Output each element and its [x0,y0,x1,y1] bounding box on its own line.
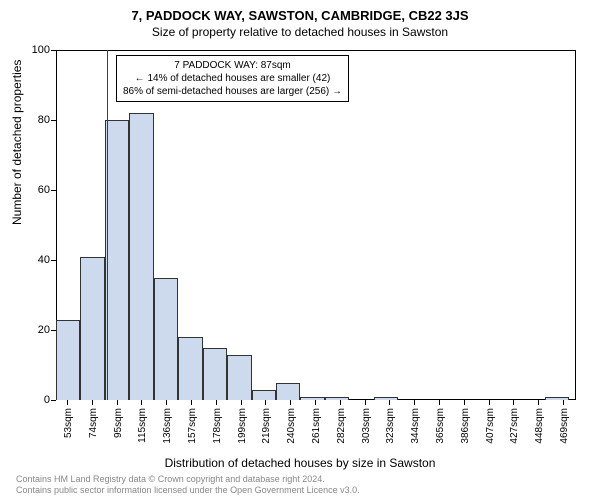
attribution-text: Contains HM Land Registry data © Crown c… [16,474,360,496]
xtick-label: 448sqm [534,408,545,444]
histogram-bar [300,397,324,401]
histogram-bar [154,278,178,401]
xtick-label: 74sqm [88,408,99,438]
annotation-line: 86% of semi-detached houses are larger (… [123,85,342,98]
histogram-bar [105,120,129,400]
xtick-label: 157sqm [187,408,198,444]
ytick-label: 0 [20,394,50,406]
histogram-bar [80,257,104,401]
xtick-label: 115sqm [137,408,148,443]
xtick-label: 303sqm [361,408,372,444]
ytick-label: 40 [20,254,50,266]
histogram-bar [325,397,349,401]
histogram-bar [374,397,398,401]
xtick-label: 386sqm [460,408,471,444]
histogram-bar [129,113,153,400]
chart-subtitle: Size of property relative to detached ho… [0,23,600,39]
histogram-bar [227,355,251,401]
xtick-label: 53sqm [63,408,74,438]
annotation-box: 7 PADDOCK WAY: 87sqm← 14% of detached ho… [116,55,349,102]
histogram-bar [203,348,227,401]
histogram-bar [252,390,276,401]
property-marker-line [107,50,108,400]
xtick-label: 240sqm [286,408,297,444]
attribution-line: Contains HM Land Registry data © Crown c… [16,474,360,485]
x-axis-label: Distribution of detached houses by size … [0,456,600,470]
xtick-label: 261sqm [311,408,322,444]
plot-area: 7 PADDOCK WAY: 87sqm← 14% of detached ho… [56,50,576,400]
histogram-bar [178,337,202,400]
annotation-line: ← 14% of detached houses are smaller (42… [123,72,342,85]
histogram-bar [56,320,80,401]
xtick-label: 365sqm [435,408,446,444]
chart-title: 7, PADDOCK WAY, SAWSTON, CAMBRIDGE, CB22… [0,0,600,23]
ytick-label: 80 [20,114,50,126]
xtick-label: 136sqm [162,408,173,444]
xtick-label: 219sqm [261,408,272,444]
ytick-label: 100 [20,44,50,56]
chart-container: 7, PADDOCK WAY, SAWSTON, CAMBRIDGE, CB22… [0,0,600,500]
xtick-label: 323sqm [385,408,396,444]
attribution-line: Contains public sector information licen… [16,485,360,496]
xtick-label: 407sqm [485,408,496,444]
annotation-line: 7 PADDOCK WAY: 87sqm [123,59,342,72]
ytick-label: 20 [20,324,50,336]
xtick-label: 282sqm [336,408,347,444]
xtick-label: 199sqm [237,408,248,444]
histogram-bar [276,383,300,401]
xtick-label: 469sqm [559,408,570,444]
xtick-label: 95sqm [113,408,124,438]
histogram-bar [545,397,569,401]
xtick-label: 178sqm [212,408,223,444]
ytick-label: 60 [20,184,50,196]
xtick-label: 344sqm [410,408,421,444]
xtick-label: 427sqm [509,408,520,444]
y-axis-label: Number of detached properties [10,60,24,225]
